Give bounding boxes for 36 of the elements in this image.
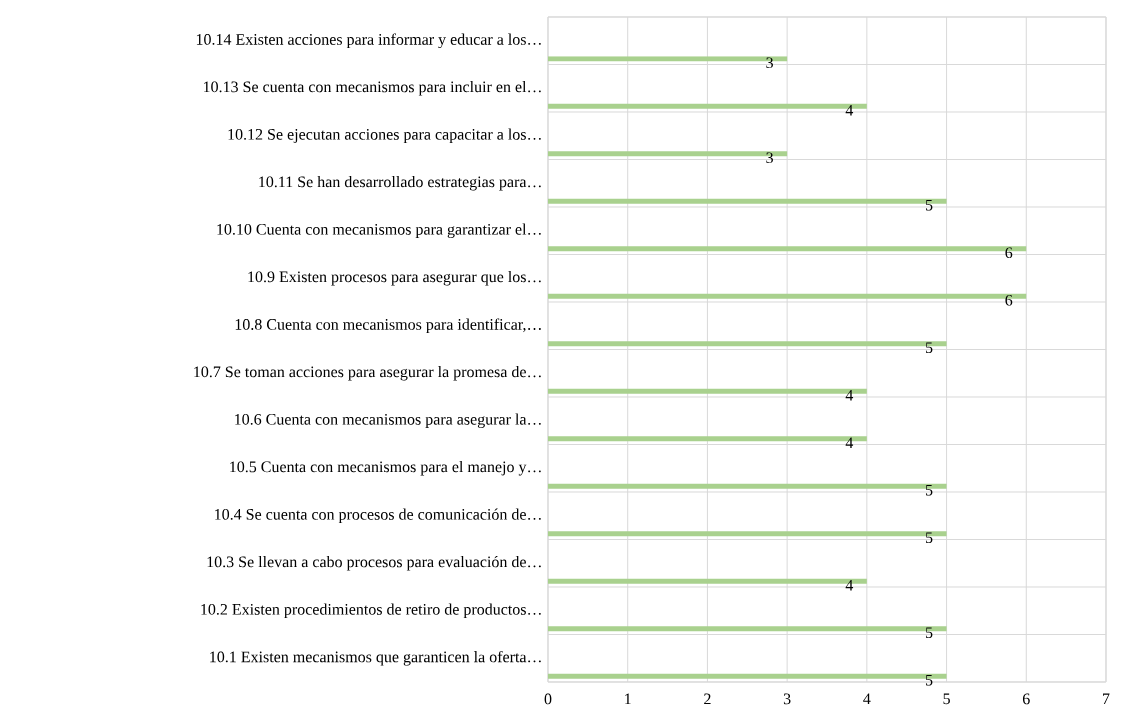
y-tick-label: 10.5 Cuenta con mecanismos para el manejo y… [230, 460, 541, 476]
y-tick-label: 10.11 Se han desarrollado estrategias para… [259, 175, 541, 191]
data-label: 3 [766, 152, 773, 164]
y-tick-label: 10.2 Existen procedimientos de retiro de productos… [201, 603, 541, 618]
x-tick-label: 6 [1022, 693, 1030, 705]
y-tick-label: 10.1 Existen mecanismos que garanticen la oferta… [210, 650, 541, 666]
data-label: 4 [845, 389, 854, 401]
y-tick-label: 10.7 Se toman acciones para asegurar la promesa de… [194, 365, 541, 381]
y-tick-label: 10.12 Se ejecutan acciones para capacitar a los… [228, 128, 541, 143]
x-tick-label: 3 [783, 693, 791, 705]
x-tick-label: 0 [544, 693, 552, 705]
data-label: 5 [925, 532, 933, 544]
x-tick-label: 4 [863, 693, 871, 705]
data-label: 4 [845, 104, 854, 116]
data-label: 6 [1005, 294, 1013, 306]
y-tick-label: 10.14 Existen acciones para informar y educar a los… [196, 33, 541, 49]
data-label: 3 [766, 57, 773, 69]
data-label: 5 [925, 674, 933, 686]
x-tick-label: 2 [704, 693, 711, 705]
x-tick-label: 7 [1103, 693, 1110, 704]
data-label: 4 [845, 437, 854, 449]
data-label: 4 [845, 579, 854, 591]
data-label: 5 [925, 627, 933, 639]
y-tick-label: 10.6 Cuenta con mecanismos para asegurar la… [235, 413, 541, 429]
data-label: 5 [925, 484, 933, 496]
data-label: 6 [1005, 247, 1013, 259]
y-tick-label: 10.13 Se cuenta con mecanismos para incluir en el… [203, 80, 541, 96]
data-label: 5 [925, 342, 933, 354]
y-tick-label: 10.4 Se cuenta con procesos de comunicación de… [215, 508, 541, 524]
y-tick-label: 10.3 Se llevan a cabo procesos para evaluación de… [207, 555, 541, 571]
y-tick-label: 10.10 Cuenta con mecanismos para garantizar el… [217, 223, 541, 239]
y-tick-label: 10.8 Cuenta con mecanismos para identificar,… [235, 318, 541, 334]
x-tick-label: 5 [943, 693, 950, 705]
y-tick-label: 10.9 Existen procesos para asegurar que los… [248, 270, 541, 286]
x-tick-label: 1 [625, 693, 631, 705]
data-label: 5 [925, 199, 933, 211]
